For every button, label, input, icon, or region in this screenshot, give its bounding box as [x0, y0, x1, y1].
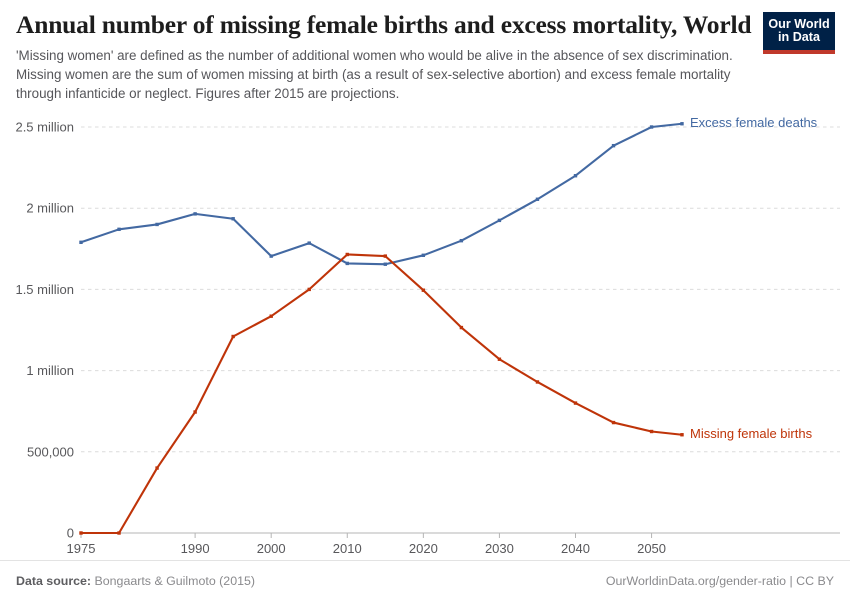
chart-subtitle: 'Missing women' are defined as the numbe… [16, 48, 733, 102]
data-point-marker[interactable] [459, 325, 464, 330]
data-point-marker[interactable] [155, 222, 159, 227]
data-point-marker[interactable] [649, 429, 654, 434]
data-point-marker[interactable] [383, 262, 388, 266]
y-axis-tick-label: 2 million [26, 201, 74, 216]
y-axis-tick-label: 1 million [26, 363, 74, 378]
series-lines-group [79, 122, 684, 535]
data-source-label: Data source: [16, 574, 92, 588]
data-point-marker[interactable] [497, 218, 502, 223]
data-point-marker[interactable] [269, 314, 273, 318]
y-axis-tick-label: 0 [67, 526, 74, 541]
x-axis-labels-group: 1975 1990 2000 2010 2020 2030 2040 2050 [67, 541, 666, 556]
data-point-marker[interactable] [193, 212, 197, 216]
x-axis-tick-label: 2050 [637, 541, 666, 556]
data-point-marker[interactable] [79, 531, 83, 535]
owid-logo-line1: Our World [768, 16, 830, 31]
x-axis-tick-label: 2010 [333, 541, 362, 556]
data-point-marker[interactable] [155, 466, 159, 470]
y-axis-labels-group: 0 500,000 1 million 1.5 million 2 million 2.5… [15, 120, 74, 541]
attribution-link[interactable]: OurWorldinData.org/gender-ratio | CC BY [605, 574, 834, 588]
series-label: Missing female births [690, 426, 813, 441]
x-axis-tick-label: 1975 [67, 541, 96, 556]
data-point-marker[interactable] [231, 334, 235, 339]
data-point-marker[interactable] [497, 357, 502, 361]
data-point-marker[interactable] [421, 253, 426, 257]
x-axis-tick-label: 1990 [181, 541, 210, 556]
data-point-marker[interactable] [345, 252, 349, 257]
data-point-marker[interactable] [117, 531, 121, 535]
data-point-marker[interactable] [611, 420, 616, 425]
x-axis-tick-label: 2040 [561, 541, 590, 556]
data-point-marker[interactable] [573, 174, 578, 178]
chart-header: Annual number of missing female births a… [16, 10, 756, 103]
x-axis-tick-label: 2030 [485, 541, 514, 556]
series-labels-group: Excess female deaths Missing female birth… [690, 115, 818, 441]
data-source-value: Bongaarts & Guilmoto (2015) [94, 574, 255, 588]
data-point-marker[interactable] [649, 125, 654, 129]
data-point-marker[interactable] [680, 433, 684, 437]
x-axis-tick-label: 2020 [409, 541, 438, 556]
data-point-marker[interactable] [231, 217, 235, 221]
series-line[interactable] [79, 122, 684, 266]
data-source: Data source: Bongaarts & Guilmoto (2015) [16, 574, 255, 588]
owid-logo-line2: in Data [778, 30, 820, 44]
data-point-marker[interactable] [79, 240, 83, 245]
data-point-marker[interactable] [680, 122, 684, 126]
data-point-marker[interactable] [383, 254, 388, 258]
y-axis-tick-label: 500,000 [27, 444, 74, 459]
data-point-marker[interactable] [535, 197, 540, 201]
y-axis-tick-label: 2.5 million [15, 120, 74, 135]
data-point-marker[interactable] [345, 261, 349, 266]
gridlines-group [81, 126, 840, 534]
data-point-marker[interactable] [459, 238, 464, 243]
data-point-marker[interactable] [611, 143, 616, 148]
data-point-marker[interactable] [421, 288, 426, 292]
data-point-marker[interactable] [117, 227, 121, 232]
data-point-marker[interactable] [269, 254, 273, 258]
series-markers-group [79, 122, 684, 535]
data-point-marker[interactable] [573, 401, 578, 405]
page-title: Annual number of missing female births a… [16, 10, 752, 39]
chart-footer: Data source: Bongaarts & Guilmoto (2015)… [0, 560, 850, 600]
x-axis-tick-label: 2000 [257, 541, 286, 556]
data-point-marker[interactable] [193, 410, 197, 414]
data-point-marker[interactable] [535, 380, 540, 384]
series-line[interactable] [79, 253, 684, 535]
data-point-marker[interactable] [307, 287, 311, 292]
data-point-marker[interactable] [307, 241, 311, 245]
x-axis-group [80, 532, 682, 538]
owid-logo[interactable]: Our World in Data [763, 12, 835, 54]
y-axis-tick-label: 1.5 million [15, 282, 74, 297]
series-label: Excess female deaths [690, 115, 818, 130]
